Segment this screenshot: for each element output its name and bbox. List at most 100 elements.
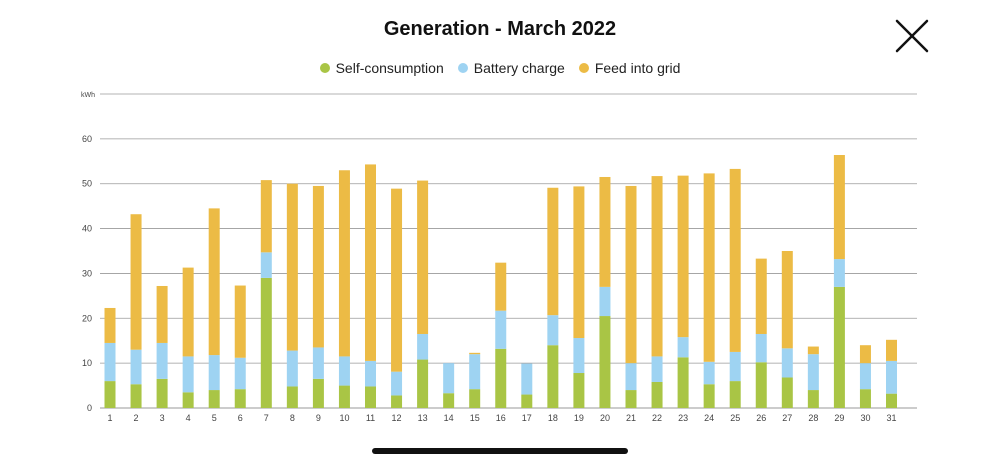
- close-icon: [895, 19, 929, 53]
- bar-segment-self-consumption[interactable]: [573, 373, 585, 408]
- bar-segment-feed-into-grid[interactable]: [391, 188, 403, 372]
- bar-segment-self-consumption[interactable]: [807, 390, 819, 408]
- bar-segment-feed-into-grid[interactable]: [729, 168, 741, 352]
- bar-segment-self-consumption[interactable]: [677, 357, 689, 408]
- bar-segment-battery-charge[interactable]: [547, 315, 559, 346]
- bar-segment-self-consumption[interactable]: [391, 395, 403, 408]
- bar-segment-feed-into-grid[interactable]: [833, 155, 845, 260]
- bar-segment-feed-into-grid[interactable]: [338, 170, 350, 357]
- bar-segment-feed-into-grid[interactable]: [156, 285, 168, 343]
- bar-segment-feed-into-grid[interactable]: [417, 180, 429, 334]
- bar-segment-self-consumption[interactable]: [312, 378, 324, 408]
- bar-segment-battery-charge[interactable]: [417, 333, 429, 360]
- x-tick-label: 27: [782, 413, 792, 423]
- bar-segment-feed-into-grid[interactable]: [651, 176, 663, 357]
- bar-segment-feed-into-grid[interactable]: [495, 262, 507, 311]
- bar-segment-self-consumption[interactable]: [859, 389, 871, 408]
- bar-segment-feed-into-grid[interactable]: [234, 285, 246, 358]
- x-tick-label: 2: [134, 413, 139, 423]
- bar-segment-self-consumption[interactable]: [521, 394, 533, 408]
- home-indicator[interactable]: [372, 448, 628, 454]
- bar-segment-self-consumption[interactable]: [130, 384, 142, 408]
- bar-segment-self-consumption[interactable]: [755, 362, 767, 408]
- bar-segment-self-consumption[interactable]: [833, 286, 845, 408]
- bar-segment-self-consumption[interactable]: [443, 393, 455, 408]
- bar-segment-battery-charge[interactable]: [886, 360, 897, 394]
- bar-segment-feed-into-grid[interactable]: [599, 176, 611, 287]
- bar-segment-battery-charge[interactable]: [365, 360, 376, 387]
- bar-segment-self-consumption[interactable]: [781, 377, 793, 408]
- bar-segment-self-consumption[interactable]: [338, 385, 350, 408]
- bar-segment-feed-into-grid[interactable]: [547, 187, 559, 316]
- bar-segment-feed-into-grid[interactable]: [286, 183, 298, 351]
- bar-segment-self-consumption[interactable]: [234, 389, 246, 408]
- bar-segment-battery-charge[interactable]: [208, 355, 220, 391]
- bar-segment-battery-charge[interactable]: [599, 286, 611, 317]
- bar-segment-battery-charge[interactable]: [495, 310, 507, 349]
- bar-segment-self-consumption[interactable]: [104, 381, 116, 408]
- bar-segment-feed-into-grid[interactable]: [886, 339, 897, 361]
- bar-segment-self-consumption[interactable]: [286, 386, 298, 408]
- bar-segment-battery-charge[interactable]: [104, 342, 116, 382]
- legend-item-feed-into-grid[interactable]: Feed into grid: [578, 60, 680, 76]
- bar-segment-feed-into-grid[interactable]: [573, 186, 585, 339]
- bar-segment-battery-charge[interactable]: [234, 357, 246, 390]
- bar-segment-battery-charge[interactable]: [625, 363, 637, 391]
- bar-segment-battery-charge[interactable]: [182, 356, 194, 393]
- bar-segment-self-consumption[interactable]: [260, 277, 272, 408]
- bar-segment-feed-into-grid[interactable]: [755, 258, 767, 334]
- bar-segment-battery-charge[interactable]: [130, 349, 142, 385]
- bar-segment-feed-into-grid[interactable]: [104, 307, 116, 343]
- bar-segment-feed-into-grid[interactable]: [365, 164, 376, 361]
- bar-segment-self-consumption[interactable]: [417, 359, 429, 408]
- bar-segment-battery-charge[interactable]: [755, 333, 767, 363]
- bar-segment-battery-charge[interactable]: [156, 342, 168, 379]
- bar-segment-self-consumption[interactable]: [469, 389, 481, 408]
- bar-segment-battery-charge[interactable]: [286, 350, 298, 387]
- bar-segment-battery-charge[interactable]: [703, 361, 715, 385]
- bar-segment-feed-into-grid[interactable]: [312, 185, 324, 348]
- bar-segment-self-consumption[interactable]: [208, 390, 220, 408]
- bar-segment-feed-into-grid[interactable]: [469, 352, 481, 355]
- bar-segment-battery-charge[interactable]: [260, 252, 272, 278]
- bar-segment-feed-into-grid[interactable]: [208, 208, 220, 356]
- bar-segment-self-consumption[interactable]: [625, 390, 637, 408]
- bar-segment-feed-into-grid[interactable]: [182, 267, 194, 357]
- bar-segment-feed-into-grid[interactable]: [859, 345, 871, 364]
- bar-segment-self-consumption[interactable]: [651, 381, 663, 408]
- bar-segment-feed-into-grid[interactable]: [807, 346, 819, 355]
- legend-item-self-consumption[interactable]: Self-consumption: [319, 60, 444, 76]
- bar-segment-self-consumption[interactable]: [182, 392, 194, 408]
- bar-segment-feed-into-grid[interactable]: [677, 175, 689, 338]
- bar-segment-self-consumption[interactable]: [547, 345, 559, 408]
- bar-segment-battery-charge[interactable]: [521, 363, 533, 395]
- bar-segment-self-consumption[interactable]: [729, 381, 741, 408]
- x-tick-label: 22: [652, 413, 662, 423]
- bar-segment-self-consumption[interactable]: [156, 378, 168, 408]
- bar-segment-self-consumption[interactable]: [703, 384, 715, 408]
- bar-segment-battery-charge[interactable]: [729, 351, 741, 382]
- bar-segment-feed-into-grid[interactable]: [130, 214, 142, 350]
- bar-segment-self-consumption[interactable]: [599, 316, 611, 408]
- bar-segment-battery-charge[interactable]: [807, 354, 819, 391]
- bar-segment-feed-into-grid[interactable]: [625, 185, 637, 364]
- bar-segment-battery-charge[interactable]: [833, 259, 845, 287]
- bar-segment-battery-charge[interactable]: [677, 337, 689, 358]
- bar-segment-battery-charge[interactable]: [651, 356, 663, 382]
- bar-segment-feed-into-grid[interactable]: [260, 180, 272, 253]
- bar-segment-battery-charge[interactable]: [338, 356, 350, 386]
- bar-segment-battery-charge[interactable]: [469, 354, 481, 390]
- bar-segment-self-consumption[interactable]: [495, 348, 507, 408]
- legend-item-battery-charge[interactable]: Battery charge: [457, 60, 565, 76]
- bar-segment-feed-into-grid[interactable]: [703, 173, 715, 362]
- bar-segment-feed-into-grid[interactable]: [781, 251, 793, 349]
- bar-segment-battery-charge[interactable]: [781, 348, 793, 378]
- bar-segment-self-consumption[interactable]: [886, 393, 897, 408]
- bar-segment-battery-charge[interactable]: [573, 338, 585, 374]
- bar-segment-battery-charge[interactable]: [443, 363, 455, 394]
- bar-segment-battery-charge[interactable]: [391, 371, 403, 396]
- bar-segment-battery-charge[interactable]: [859, 363, 871, 390]
- close-button[interactable]: [894, 18, 930, 54]
- bar-segment-battery-charge[interactable]: [312, 347, 324, 379]
- bar-segment-self-consumption[interactable]: [365, 386, 376, 408]
